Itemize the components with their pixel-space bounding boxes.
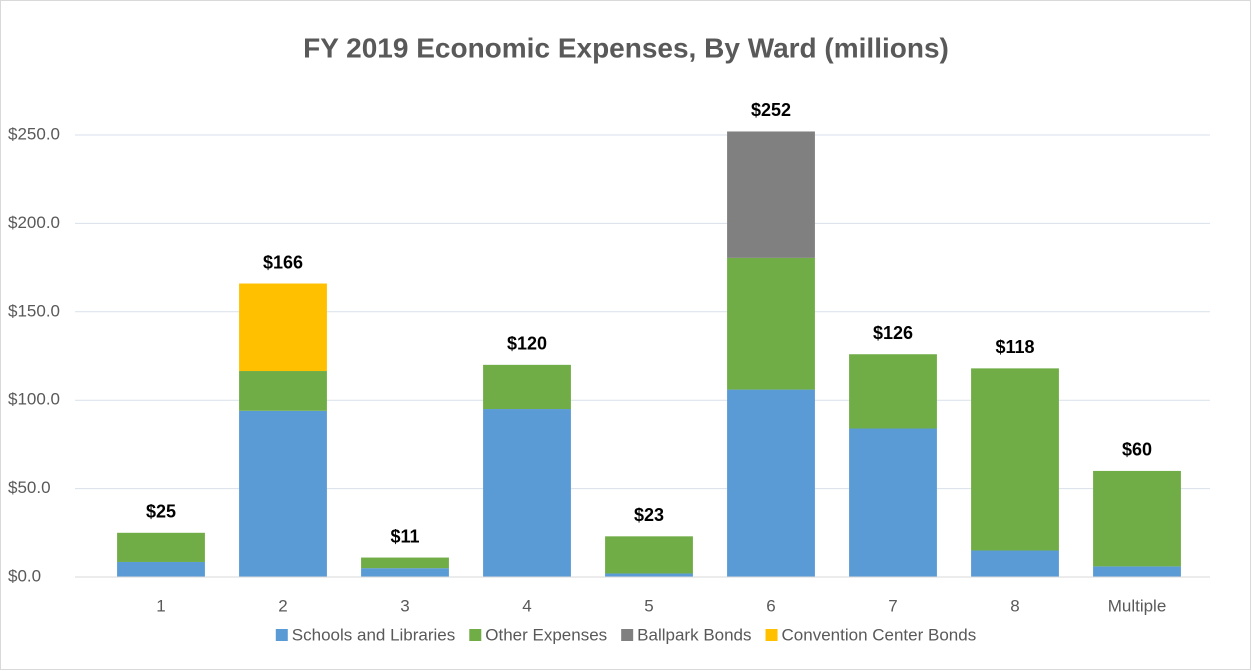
bar-segment [605, 536, 693, 574]
legend-label: Other Expenses [485, 625, 607, 644]
legend-swatch [275, 629, 288, 641]
y-tick-label: $0.0 [8, 566, 41, 585]
bar-segment [849, 354, 937, 429]
legend-swatch [469, 629, 482, 641]
total-label: $252 [751, 100, 791, 120]
total-label: $23 [634, 505, 664, 525]
bar-segment [117, 532, 205, 562]
bar-segment [1093, 566, 1181, 577]
total-label: $11 [390, 526, 419, 546]
bar-segment [971, 550, 1059, 577]
legend-label: Convention Center Bonds [782, 625, 977, 644]
total-label: $166 [263, 252, 303, 272]
bar-segment [727, 257, 815, 390]
bar-segment [1093, 470, 1181, 567]
bar-segment [727, 131, 815, 258]
x-tick-label: 3 [400, 596, 409, 615]
total-label: $120 [507, 334, 547, 354]
legend-swatch [765, 629, 778, 641]
x-tick-label: 8 [1010, 596, 1019, 615]
y-tick-label: $250.0 [8, 124, 60, 143]
bar-segment [239, 410, 327, 577]
bar-segment [483, 409, 571, 577]
x-tick-label: 7 [888, 596, 897, 615]
bar-segment [239, 283, 327, 372]
y-tick-label: $50.0 [8, 478, 51, 497]
y-tick-label: $100.0 [8, 390, 60, 409]
bar-segment [483, 364, 571, 410]
bar-segment [361, 568, 449, 577]
total-label: $25 [146, 502, 176, 522]
legend-label: Schools and Libraries [292, 625, 455, 644]
bar-segment [239, 371, 327, 411]
bar-segment [117, 561, 205, 577]
x-tick-label: 2 [278, 596, 287, 615]
x-tick-label: 5 [644, 596, 653, 615]
x-tick-label: 4 [522, 596, 531, 615]
legend-label: Ballpark Bonds [637, 625, 751, 644]
total-label: $60 [1122, 440, 1152, 460]
x-tick-label: 6 [766, 596, 775, 615]
bar-segment [727, 389, 815, 577]
total-label: $126 [873, 323, 913, 343]
y-tick-label: $200.0 [8, 213, 60, 232]
y-tick-label: $150.0 [8, 301, 60, 320]
chart-title: FY 2019 Economic Expenses, By Ward (mill… [303, 32, 949, 63]
bar-segment [361, 557, 449, 569]
legend-swatch [621, 629, 634, 641]
bar-segment [849, 428, 937, 577]
x-tick-label: 1 [156, 596, 165, 615]
bar-segment [605, 573, 693, 577]
total-label: $118 [995, 337, 1034, 357]
x-tick-label: Multiple [1108, 596, 1167, 615]
bar-segment [971, 368, 1059, 551]
